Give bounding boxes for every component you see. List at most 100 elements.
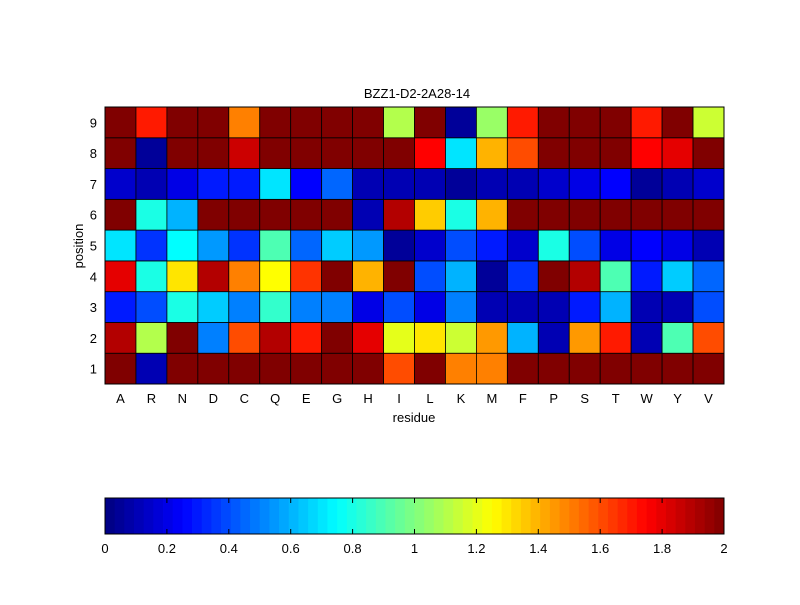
heatmap-cell <box>290 291 323 323</box>
heatmap-cell <box>445 322 477 354</box>
colorbar-segment <box>153 498 164 534</box>
colorbar-segment <box>520 498 531 534</box>
y-tick-label: 2 <box>90 331 97 346</box>
heatmap-cell <box>166 198 199 231</box>
heatmap-cell <box>414 168 446 200</box>
heatmap-cell <box>475 352 508 385</box>
colorbar-segment <box>482 498 493 534</box>
heatmap-cell <box>166 168 199 200</box>
colorbar-segment <box>366 498 377 534</box>
heatmap-cell <box>568 260 601 293</box>
colorbar-tick-label: 1 <box>411 541 418 556</box>
heatmap-cell <box>475 291 508 323</box>
heatmap-cell <box>692 352 725 385</box>
colorbar-segment <box>172 498 183 534</box>
heatmap-cell <box>352 291 384 323</box>
colorbar-segment <box>201 498 212 534</box>
heatmap-cell <box>599 137 632 169</box>
heatmap-cell <box>537 322 570 354</box>
heatmap-cell <box>445 229 477 262</box>
heatmap-cell <box>197 322 230 354</box>
heatmap-cell <box>692 137 725 169</box>
heatmap-cell <box>599 322 632 354</box>
heatmap-cell <box>352 352 384 385</box>
colorbar-segment <box>578 498 589 534</box>
heatmap-cell <box>259 106 292 139</box>
heatmap-cell <box>104 106 137 139</box>
heatmap-cell <box>414 352 446 385</box>
colorbar-segment <box>559 498 570 534</box>
x-axis-label: residue <box>393 410 436 425</box>
heatmap-cell <box>445 198 477 231</box>
heatmap-cell <box>661 291 694 323</box>
heatmap-cell <box>568 229 601 262</box>
heatmap-cell <box>630 291 663 323</box>
heatmap-cell <box>104 260 137 293</box>
colorbar-segment <box>163 498 174 534</box>
colorbar-segment <box>675 498 686 534</box>
heatmap-cell <box>692 168 725 200</box>
colorbar-segment <box>540 498 551 534</box>
heatmap-cell <box>568 106 601 139</box>
colorbar-segment <box>308 498 319 534</box>
heatmap-cell <box>692 198 725 231</box>
heatmap-cell <box>630 352 663 385</box>
x-tick-label: Y <box>673 391 682 406</box>
heatmap-cell <box>599 168 632 200</box>
x-tick-label: H <box>363 391 372 406</box>
heatmap-cell <box>352 229 384 262</box>
heatmap-cell <box>414 198 446 231</box>
colorbar-segment <box>143 498 154 534</box>
heatmap-cell <box>352 322 384 354</box>
heatmap-cell <box>630 198 663 231</box>
heatmap-cell <box>537 352 570 385</box>
colorbar-segment <box>704 498 715 534</box>
colorbar-segment <box>375 498 386 534</box>
heatmap-cell <box>290 168 323 200</box>
heatmap-cell <box>104 352 137 385</box>
heatmap-cell <box>414 260 446 293</box>
heatmap-cell <box>506 352 539 385</box>
colorbar-segment <box>607 498 619 534</box>
heatmap-cell <box>290 352 323 385</box>
heatmap-cell <box>599 352 632 385</box>
y-tick-label: 8 <box>90 146 97 161</box>
heatmap-cell <box>259 137 292 169</box>
heatmap-cell <box>259 291 292 323</box>
heatmap-cell <box>661 229 694 262</box>
x-tick-label: L <box>426 391 433 406</box>
colorbar-segment <box>385 498 396 534</box>
heatmap-cell <box>166 352 199 385</box>
heatmap-cell <box>506 291 539 323</box>
y-axis-label: position <box>71 224 86 269</box>
y-tick-label: 1 <box>90 362 97 377</box>
heatmap-cell <box>104 291 137 323</box>
colorbar-segment <box>443 498 454 534</box>
heatmap-cell <box>352 198 384 231</box>
heatmap-cell <box>568 291 601 323</box>
heatmap-cell <box>135 198 168 231</box>
x-tick-label: D <box>209 391 218 406</box>
x-tick-label: V <box>704 391 713 406</box>
heatmap-cell <box>692 260 725 293</box>
colorbar-segment <box>356 498 367 534</box>
heatmap-cell <box>321 106 353 139</box>
heatmap-cell <box>321 291 353 323</box>
heatmap-cell <box>692 322 725 354</box>
heatmap-cell <box>414 322 446 354</box>
x-tick-label: F <box>519 391 527 406</box>
heatmap-cell <box>630 137 663 169</box>
colorbar-segment <box>211 498 222 534</box>
x-tick-label: T <box>612 391 620 406</box>
heatmap-cell <box>599 229 632 262</box>
y-tick-label: 4 <box>90 269 97 284</box>
heatmap-cell <box>506 106 539 139</box>
colorbar-segment <box>656 498 667 534</box>
colorbar-segment <box>182 498 193 534</box>
heatmap-cell <box>228 137 261 169</box>
colorbar-segment <box>685 498 696 534</box>
colorbar-segment <box>414 498 425 534</box>
heatmap-cell <box>692 291 725 323</box>
heatmap-cell <box>104 198 137 231</box>
colorbar-segment <box>646 498 657 534</box>
